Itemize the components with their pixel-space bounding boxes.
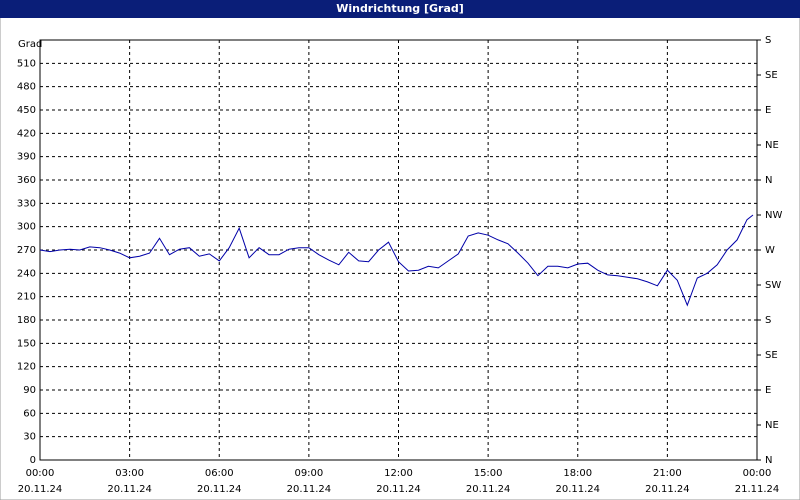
x-tick-date: 21.11.24 <box>735 484 780 495</box>
y2-tick-label: SE <box>765 350 778 361</box>
x-tick-label: 18:00 <box>563 468 592 479</box>
x-tick-date: 20.11.24 <box>466 484 511 495</box>
y2-tick-label: W <box>765 245 775 256</box>
y2-tick-label: E <box>765 105 771 116</box>
data-line <box>39 214 754 307</box>
y-tick-label: 0 <box>30 455 36 466</box>
x-tick-label: 09:00 <box>294 468 323 479</box>
x-tick-label: 12:00 <box>384 468 413 479</box>
y-tick-label: 240 <box>17 268 36 279</box>
y2-tick-label: SE <box>765 70 778 81</box>
x-tick-label: 15:00 <box>474 468 503 479</box>
y-tick-label: 510 <box>17 58 36 69</box>
y-tick-label: 390 <box>17 152 36 163</box>
y-tick-label: 120 <box>17 362 36 373</box>
title-bar <box>0 0 800 18</box>
x-tick-date: 20.11.24 <box>197 484 242 495</box>
x-tick-label: 03:00 <box>115 468 144 479</box>
y-tick-label: 60 <box>23 408 36 419</box>
x-tick-label: 06:00 <box>205 468 234 479</box>
y-tick-label: 450 <box>17 105 36 116</box>
y2-tick-label: NW <box>765 210 782 221</box>
y-axis-label: Grad <box>18 39 42 50</box>
x-tick-label: 00:00 <box>26 468 55 479</box>
y2-tick-label: N <box>765 175 772 186</box>
x-tick-date: 20.11.24 <box>18 484 63 495</box>
y-tick-label: 30 <box>23 432 36 443</box>
x-tick-date: 20.11.24 <box>376 484 421 495</box>
y-tick-label: 270 <box>17 245 36 256</box>
y2-tick-label: NE <box>765 140 779 151</box>
y-tick-label: 330 <box>17 198 36 209</box>
x-tick-date: 20.11.24 <box>645 484 690 495</box>
x-tick-date: 20.11.24 <box>287 484 332 495</box>
x-tick-date: 20.11.24 <box>555 484 600 495</box>
y2-tick-label: N <box>765 455 772 466</box>
y-tick-label: 150 <box>17 338 36 349</box>
y2-tick-label: S <box>765 35 771 46</box>
y-tick-label: 480 <box>17 82 36 93</box>
y-tick-label: 360 <box>17 175 36 186</box>
y-tick-label: 180 <box>17 315 36 326</box>
y-tick-label: 210 <box>17 292 36 303</box>
chart-title: Windrichtung [Grad] <box>336 2 464 15</box>
y2-tick-label: NE <box>765 420 779 431</box>
y2-tick-label: SW <box>765 280 781 291</box>
y2-tick-label: S <box>765 315 771 326</box>
y-tick-label: 420 <box>17 128 36 139</box>
y-tick-label: 90 <box>23 385 36 396</box>
x-tick-label: 21:00 <box>653 468 682 479</box>
y-tick-label: 300 <box>17 222 36 233</box>
y2-tick-label: E <box>765 385 771 396</box>
x-tick-label: 00:00 <box>743 468 772 479</box>
x-tick-date: 20.11.24 <box>107 484 152 495</box>
